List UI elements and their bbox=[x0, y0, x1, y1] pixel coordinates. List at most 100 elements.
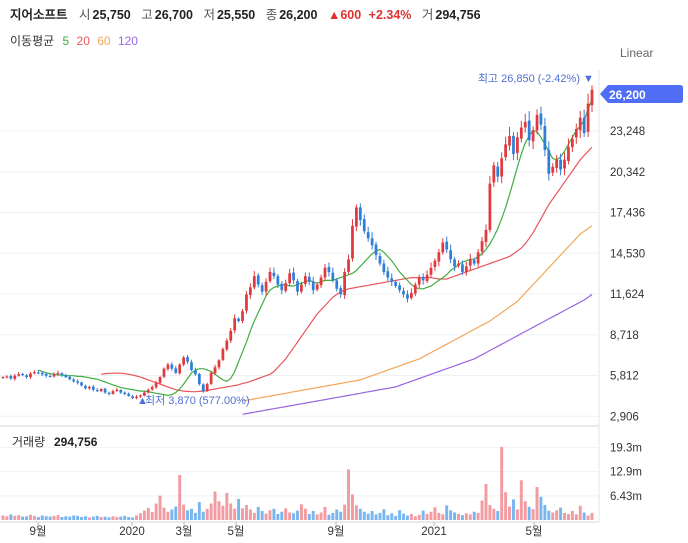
candle-body bbox=[170, 364, 174, 369]
volume-bar bbox=[500, 446, 504, 520]
volume-bar bbox=[221, 505, 225, 520]
volume-bar bbox=[531, 509, 535, 520]
candle-body bbox=[44, 373, 48, 376]
volume-bar bbox=[111, 516, 115, 520]
scale-toggle-button[interactable]: Linear bbox=[620, 46, 654, 60]
high-annotation: 최고 26,850 (-2.42%) bbox=[478, 72, 580, 85]
candle-body bbox=[76, 381, 79, 383]
candle-body bbox=[464, 266, 468, 272]
volume-tick-label: 19.3m bbox=[610, 443, 642, 455]
volume-bar bbox=[374, 514, 378, 520]
ma60-line-group bbox=[242, 225, 593, 402]
ma-60[interactable]: 60 bbox=[97, 34, 111, 48]
candle-body bbox=[362, 219, 366, 232]
volume-value: 294,756 bbox=[435, 8, 481, 22]
volume-bars bbox=[1, 446, 594, 520]
volume-bar bbox=[421, 510, 425, 520]
candle-body bbox=[453, 259, 456, 267]
volume-bar bbox=[425, 514, 429, 520]
volume-bar bbox=[32, 515, 36, 520]
volume-bar bbox=[488, 505, 492, 520]
volume-bar bbox=[559, 507, 563, 520]
volume-bar bbox=[515, 509, 519, 520]
open-value: 25,750 bbox=[92, 8, 131, 22]
price-tick-label: 2,906 bbox=[610, 411, 639, 423]
volume-bar bbox=[449, 510, 453, 520]
volume-bar bbox=[311, 511, 315, 520]
volume-bar bbox=[409, 514, 413, 520]
volume-bar bbox=[209, 503, 213, 520]
candle-body bbox=[586, 103, 590, 132]
volume-bar bbox=[162, 507, 166, 520]
volume-bar bbox=[201, 511, 205, 520]
ma20-line-group bbox=[101, 146, 593, 393]
volume-bar bbox=[205, 508, 209, 520]
candle-body bbox=[484, 229, 488, 242]
candle-body bbox=[40, 372, 44, 375]
candle-body bbox=[64, 375, 68, 378]
volume-label: 거 bbox=[421, 8, 434, 22]
candle-body bbox=[205, 384, 209, 392]
candle-body bbox=[472, 260, 476, 264]
price-grid bbox=[0, 130, 599, 417]
candle-body bbox=[527, 120, 531, 141]
candle-body bbox=[88, 386, 91, 389]
candle-body bbox=[343, 271, 346, 296]
low-value: 25,550 bbox=[216, 8, 256, 22]
candle-body bbox=[531, 130, 535, 142]
candle-body bbox=[347, 259, 350, 272]
volume-bar bbox=[95, 515, 99, 520]
candle-body bbox=[323, 267, 327, 278]
volume-bar bbox=[296, 510, 299, 520]
candle-body bbox=[492, 165, 496, 183]
ma-120[interactable]: 120 bbox=[117, 34, 138, 48]
volume-bar bbox=[586, 515, 590, 520]
candle-body bbox=[441, 242, 445, 253]
volume-bar bbox=[362, 511, 366, 520]
current-price-tag: 26,200 bbox=[600, 85, 683, 103]
candle-body bbox=[461, 264, 464, 272]
candle-body bbox=[437, 252, 441, 262]
volume-bar bbox=[327, 514, 331, 520]
candle-body bbox=[370, 238, 374, 246]
candle-body bbox=[311, 281, 315, 291]
volume-bar bbox=[91, 516, 95, 520]
candle-body bbox=[355, 207, 358, 227]
candle-body bbox=[142, 392, 146, 396]
candle-body bbox=[425, 274, 429, 282]
candle-body bbox=[535, 114, 539, 131]
candle-body bbox=[91, 386, 95, 390]
candle-body bbox=[256, 275, 260, 285]
candle-body bbox=[56, 372, 60, 374]
volume-bar bbox=[382, 509, 386, 520]
volume-bar bbox=[83, 516, 87, 520]
candle-body bbox=[162, 368, 166, 377]
price-tick-label: 17,436 bbox=[610, 208, 645, 220]
candle-body bbox=[33, 372, 36, 374]
volume-bar bbox=[315, 514, 319, 520]
volume-bar bbox=[272, 508, 276, 520]
volume-bar bbox=[29, 514, 32, 520]
volume-bar bbox=[60, 517, 64, 520]
low-label: 저 bbox=[203, 8, 215, 22]
candle-body bbox=[178, 364, 182, 374]
volume-bar bbox=[115, 517, 119, 520]
candle-body bbox=[233, 318, 237, 331]
volume-bar bbox=[135, 515, 138, 520]
volume-bar bbox=[441, 514, 445, 520]
candle-body bbox=[217, 360, 221, 368]
candle-body bbox=[288, 273, 292, 284]
candle-body bbox=[374, 244, 378, 256]
volume-bar bbox=[17, 515, 21, 520]
candle-body bbox=[115, 389, 119, 391]
volume-bar bbox=[543, 505, 547, 520]
ma-20[interactable]: 20 bbox=[76, 34, 90, 48]
candle-body bbox=[468, 259, 472, 266]
candle-body bbox=[280, 283, 284, 291]
ma-5[interactable]: 5 bbox=[62, 34, 70, 48]
candle-body bbox=[182, 357, 186, 365]
volume-bar bbox=[523, 501, 527, 520]
volume-bar bbox=[256, 506, 260, 520]
volume-bar bbox=[40, 515, 44, 520]
